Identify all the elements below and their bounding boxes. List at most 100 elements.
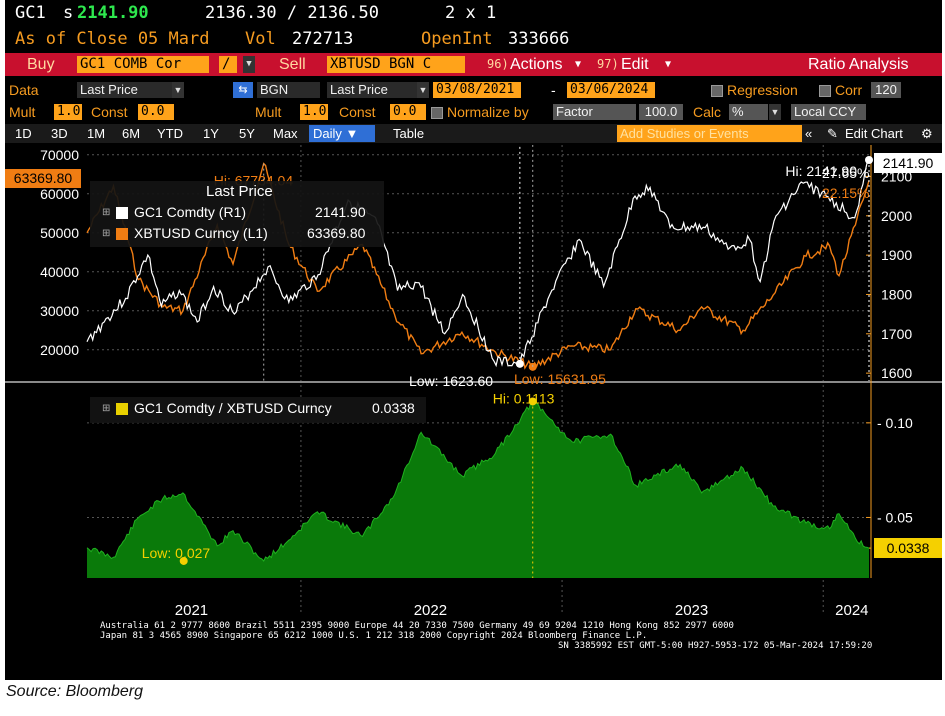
- buy-security-field[interactable]: GC1 COMB Cor: [77, 56, 209, 73]
- actions-menu[interactable]: Actions: [510, 56, 563, 73]
- openint-label: OpenInt: [421, 29, 493, 49]
- operator-field[interactable]: /: [219, 56, 237, 73]
- data-row: Data Last Price ▼ ⇆ BGN Last Price ▼ 03/…: [5, 81, 942, 100]
- swap-icon[interactable]: ⇆: [233, 82, 253, 98]
- corr-field[interactable]: 120: [871, 82, 901, 98]
- legend-gold-name: GC1 Comdty (R1): [134, 204, 247, 220]
- date-dash: -: [551, 82, 556, 98]
- left-axis-tick-1: 30000: [40, 303, 79, 319]
- footer-line3: SN 3385992 EST GMT-5:00 H927-5953-172 05…: [558, 641, 873, 651]
- const2-label: Const: [339, 104, 376, 120]
- operator-dropdown-icon[interactable]: ▼: [243, 56, 255, 73]
- legend-gold-expand-icon[interactable]: ⊞: [102, 207, 111, 218]
- bgn-field[interactable]: BGN: [257, 82, 320, 98]
- regression-checkbox[interactable]: [711, 85, 723, 97]
- left-axis-tick-4: 60000: [40, 186, 79, 202]
- factor-value-field[interactable]: 100.0: [639, 104, 683, 120]
- legend-ratio-expand-icon[interactable]: ⊞: [102, 403, 111, 414]
- gear-icon[interactable]: ⚙: [921, 126, 933, 141]
- legend-btc-expand-icon[interactable]: ⊞: [102, 228, 111, 239]
- regression-label: Regression: [727, 82, 798, 98]
- corr-checkbox[interactable]: [819, 85, 831, 97]
- sell-label: Sell: [279, 56, 306, 73]
- openint-value: 333666: [508, 29, 570, 49]
- range-1d[interactable]: 1D: [15, 126, 32, 141]
- gold-last-tag: 2141.90: [874, 153, 942, 173]
- normalize-checkbox[interactable]: [431, 107, 443, 119]
- btc-last-tag: 63369.80: [5, 169, 81, 188]
- collapse-icon[interactable]: «: [805, 126, 813, 141]
- range-5y[interactable]: 5Y: [239, 126, 255, 141]
- const2-field[interactable]: 0.0: [390, 104, 426, 120]
- range-1y[interactable]: 1Y: [203, 126, 219, 141]
- factor-field[interactable]: Factor: [553, 104, 636, 120]
- daily-label: Daily: [313, 126, 342, 141]
- legend-btc-swatch: [116, 228, 128, 240]
- table-button[interactable]: Table: [393, 126, 425, 141]
- gold-low-label: Low: 1623.60: [409, 373, 493, 389]
- btc-low-label: Low: 15631.95: [514, 371, 606, 387]
- last-price: 2141.90: [77, 3, 149, 23]
- start-date-field[interactable]: 03/08/2021: [433, 82, 521, 98]
- data-field[interactable]: Last Price: [77, 82, 175, 98]
- mult-field[interactable]: 1.0: [54, 104, 82, 120]
- corr-label: Corr: [835, 82, 863, 98]
- edit-chart-button[interactable]: Edit Chart: [845, 126, 903, 141]
- sell-security-field[interactable]: XBTUSD BGN C: [327, 56, 465, 73]
- quote-header: GC1 s 2141.90 2136.30 / 2136.50 2 x 1: [5, 2, 942, 24]
- price-prefix: s: [63, 3, 74, 23]
- add-studies-input[interactable]: Add Studies or Events: [617, 125, 802, 142]
- data-field-2[interactable]: Last Price: [327, 82, 420, 98]
- mult-row: Mult 1.0 Const 0.0 Mult 1.0 Const 0.0 No…: [5, 103, 942, 122]
- action-bar: Buy GC1 COMB Cor / ▼ Sell XBTUSD BGN C 9…: [5, 53, 942, 76]
- buy-label: Buy: [27, 56, 55, 73]
- daily-button[interactable]: Daily ▼: [309, 125, 375, 142]
- left-axis-tick-3: 50000: [40, 225, 79, 241]
- ratio-axis-tick-1: - 0.10: [877, 415, 913, 431]
- data-label: Data: [9, 82, 39, 98]
- range-3d[interactable]: 3D: [51, 126, 68, 141]
- x-label-2022: 2022: [414, 602, 447, 619]
- edit-menu[interactable]: Edit: [621, 56, 649, 73]
- x-label-2023: 2023: [675, 602, 708, 619]
- legend-ratio-name: GC1 Comdty / XBTUSD Curncy: [134, 400, 332, 416]
- footer-line1: Australia 61 2 9777 8600 Brazil 5511 239…: [100, 621, 734, 631]
- left-axis-tick-0: 20000: [40, 342, 79, 358]
- range-6m[interactable]: 6M: [122, 126, 141, 141]
- ticker: GC1: [15, 3, 46, 23]
- end-date-field[interactable]: 03/06/2024: [567, 82, 655, 98]
- source-note: Source: Bloomberg: [6, 683, 143, 700]
- ratio-area: [87, 401, 869, 578]
- calc-dropdown-icon[interactable]: ▼: [769, 104, 781, 120]
- actions-chevron-icon[interactable]: ▼: [575, 59, 582, 70]
- gold-hi-label: Hi: 2141.90: [785, 163, 857, 179]
- bid-ask: 2136.30 / 2136.50: [205, 3, 379, 23]
- mult-label: Mult: [9, 104, 36, 120]
- vol-label: Vol: [245, 29, 276, 49]
- data-dropdown-icon[interactable]: ▼: [172, 82, 184, 98]
- legend-gold-swatch: [116, 207, 128, 219]
- quote-subheader: As of Close 05 Mard Vol 272713 OpenInt 3…: [5, 28, 942, 50]
- actions-number: 96): [487, 57, 509, 71]
- calc-field[interactable]: %: [729, 104, 768, 120]
- ratio-hi-label: Hi: 0.1113: [493, 390, 555, 406]
- legend-gold-value: 2141.90: [315, 204, 366, 220]
- legend-btc-value: 63369.80: [307, 225, 366, 241]
- range-1m[interactable]: 1M: [87, 126, 106, 141]
- panel-title: Ratio Analysis: [808, 56, 909, 73]
- left-axis-tick-5: 70000: [40, 147, 79, 163]
- edit-chart-icon[interactable]: ✎: [827, 126, 838, 141]
- range-max[interactable]: Max: [273, 126, 298, 141]
- as-of-close: As of Close 05 Mard: [15, 29, 210, 49]
- const-field[interactable]: 0.0: [138, 104, 174, 120]
- mult2-field[interactable]: 1.0: [300, 104, 328, 120]
- edit-chevron-icon[interactable]: ▼: [665, 59, 672, 70]
- btc-pct-label: 22.15%: [822, 185, 869, 201]
- vol-value: 272713: [292, 29, 354, 49]
- ratio-axis-tick-0: - 0.05: [877, 509, 913, 525]
- range-ytd[interactable]: YTD: [157, 126, 183, 141]
- local-ccy-field[interactable]: Local CCY: [791, 104, 866, 120]
- ratio-last-tag: 0.0338: [874, 538, 942, 558]
- data-dropdown-2-icon[interactable]: ▼: [417, 82, 429, 98]
- bid-ask-size: 2 x 1: [445, 3, 497, 23]
